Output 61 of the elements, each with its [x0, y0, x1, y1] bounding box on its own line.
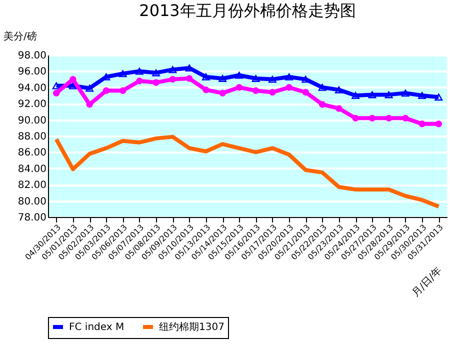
point — [268, 76, 276, 83]
point — [435, 120, 442, 128]
point — [168, 66, 177, 74]
y-tick-label: 92.00 — [18, 99, 46, 110]
line-series — [54, 134, 441, 208]
point — [402, 114, 409, 122]
point — [418, 120, 426, 128]
point — [152, 69, 160, 76]
y-tick-label: 84.00 — [18, 164, 46, 175]
y-tick-label: 88.00 — [18, 132, 46, 142]
point — [118, 70, 127, 78]
point — [318, 101, 326, 108]
y-tick-label: 94.00 — [18, 82, 46, 94]
point — [352, 114, 359, 122]
y-tick-label: 96.00 — [18, 66, 46, 78]
point — [352, 92, 360, 100]
legend-label: FC index M — [69, 322, 124, 333]
point — [286, 84, 292, 91]
y-tick-label: 90.00 — [18, 115, 46, 126]
y-axis-title: 美分/磅 — [4, 30, 37, 42]
point — [368, 91, 376, 98]
point — [384, 91, 393, 98]
legend-label: 纽约棉期1307 — [159, 321, 224, 333]
point — [418, 92, 426, 100]
point — [202, 73, 210, 80]
point — [169, 76, 176, 83]
y-tick-label: 80.00 — [18, 196, 46, 208]
point — [318, 84, 326, 91]
chart-title: 2013年五月份外棉价格走势图 — [139, 1, 356, 20]
point — [136, 78, 143, 84]
point — [152, 79, 160, 86]
point — [334, 86, 343, 94]
point — [285, 73, 294, 80]
point — [252, 87, 260, 94]
point — [219, 90, 226, 96]
point — [252, 74, 260, 82]
y-tick-label: 78.00 — [18, 212, 46, 224]
point — [86, 84, 94, 92]
point — [269, 88, 276, 96]
point — [235, 72, 244, 79]
point — [86, 101, 93, 108]
point — [52, 82, 60, 90]
point — [119, 87, 126, 94]
point — [434, 94, 443, 101]
point — [385, 114, 392, 122]
point — [186, 75, 193, 82]
point — [70, 76, 76, 83]
point — [52, 90, 60, 96]
point — [202, 86, 210, 94]
point — [302, 88, 310, 96]
y-tick-label: 98.00 — [18, 50, 46, 62]
y-tick-label: 86.00 — [18, 148, 46, 159]
point — [135, 68, 144, 75]
point — [102, 87, 110, 94]
point — [368, 114, 376, 122]
point — [401, 90, 410, 97]
point — [218, 74, 227, 82]
point — [236, 84, 243, 91]
x-axis-title: 月/日/年 — [410, 264, 444, 300]
y-tick-label: 82.00 — [18, 180, 46, 192]
point — [336, 105, 342, 112]
